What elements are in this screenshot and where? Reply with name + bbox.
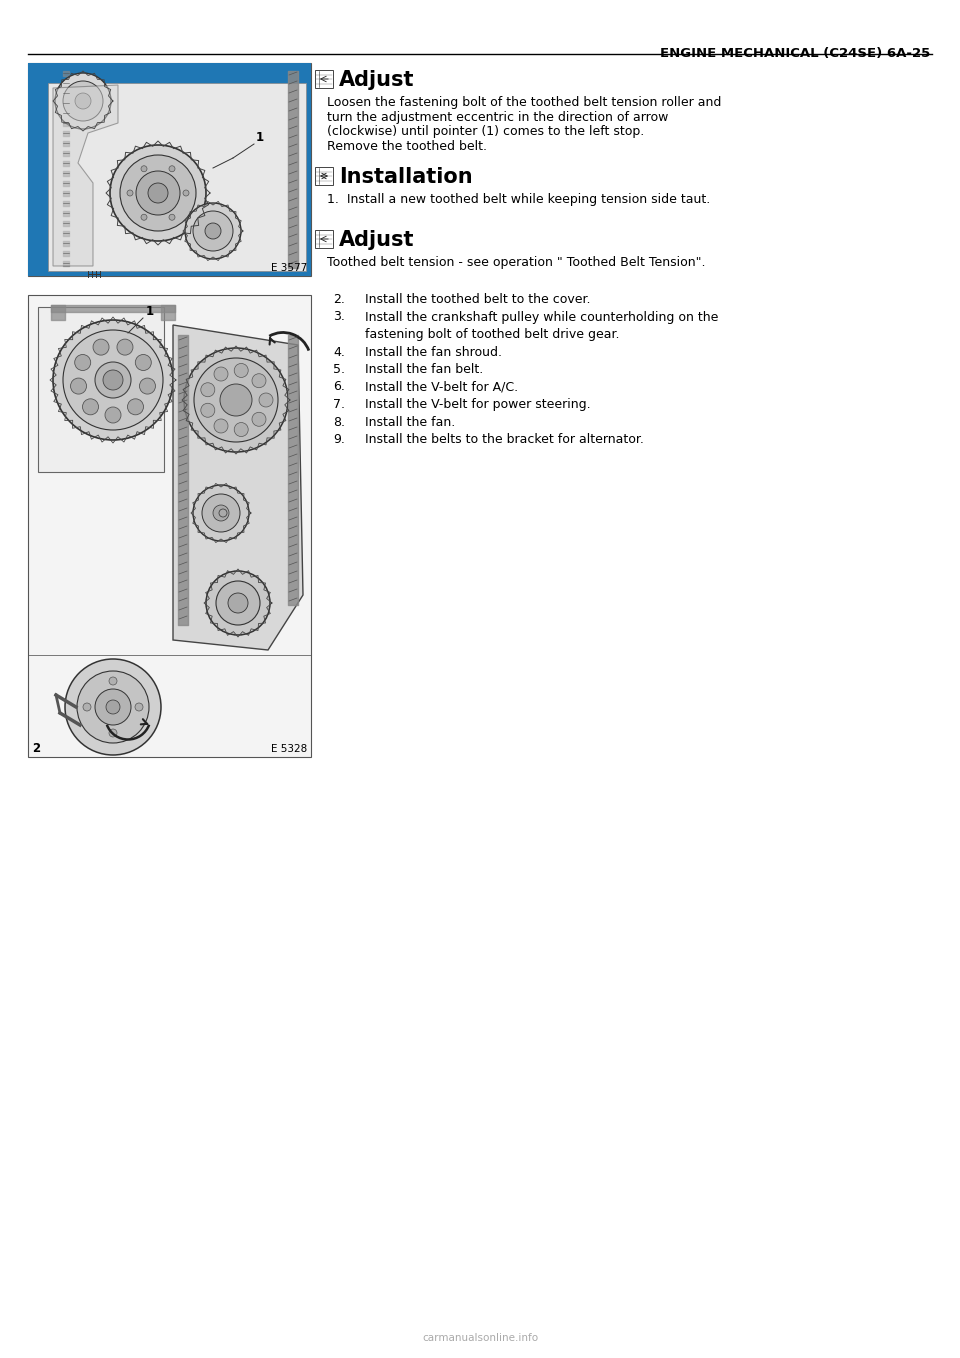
Text: Install the fan.: Install the fan. [365, 416, 455, 429]
Circle shape [193, 485, 249, 540]
Circle shape [219, 509, 227, 517]
Circle shape [214, 367, 228, 382]
Circle shape [110, 145, 206, 240]
Text: Loosen the fastening bolt of the toothed belt tension roller and: Loosen the fastening bolt of the toothed… [327, 96, 721, 109]
Text: Remove the toothed belt.: Remove the toothed belt. [327, 140, 487, 152]
Circle shape [117, 340, 133, 354]
Circle shape [70, 378, 86, 394]
Circle shape [234, 422, 249, 436]
Text: Install the fan shroud.: Install the fan shroud. [365, 345, 502, 359]
Circle shape [220, 384, 252, 416]
Bar [315, 71, 333, 88]
Text: Install the fan belt.: Install the fan belt. [365, 363, 483, 376]
Bar [28, 62, 311, 276]
Circle shape [136, 171, 180, 215]
Text: Install the V-belt for power steering.: Install the V-belt for power steering. [365, 398, 590, 411]
Circle shape [135, 703, 143, 712]
Polygon shape [48, 83, 306, 272]
Text: E 5328: E 5328 [271, 744, 307, 754]
Circle shape [53, 320, 173, 440]
Polygon shape [173, 325, 303, 650]
Circle shape [201, 383, 215, 397]
Circle shape [106, 699, 120, 714]
Text: turn the adjustment eccentric in the direction of arrow: turn the adjustment eccentric in the dir… [327, 110, 668, 124]
Text: Adjust: Adjust [339, 230, 415, 250]
Circle shape [95, 363, 131, 398]
Text: 6.: 6. [333, 380, 345, 394]
Text: 3.: 3. [333, 311, 345, 323]
Circle shape [63, 330, 163, 430]
Text: 1.  Install a new toothed belt while keeping tension side taut.: 1. Install a new toothed belt while keep… [327, 193, 710, 206]
Text: 2.: 2. [333, 293, 345, 306]
Circle shape [128, 399, 143, 414]
Circle shape [95, 689, 131, 725]
Circle shape [148, 183, 168, 202]
Text: Toothed belt tension - see operation " Toothed Belt Tension".: Toothed belt tension - see operation " T… [327, 257, 706, 269]
Text: 4.: 4. [333, 345, 345, 359]
Circle shape [141, 215, 147, 220]
Text: 7.: 7. [333, 398, 345, 411]
Circle shape [83, 703, 91, 712]
Circle shape [65, 659, 161, 755]
Circle shape [228, 593, 248, 612]
Circle shape [259, 392, 273, 407]
Circle shape [214, 420, 228, 433]
Circle shape [205, 223, 221, 239]
Text: 8.: 8. [333, 416, 345, 429]
Circle shape [213, 505, 229, 521]
Text: ENGINE MECHANICAL (C24SE) 6A-25: ENGINE MECHANICAL (C24SE) 6A-25 [660, 48, 930, 60]
Circle shape [185, 202, 241, 259]
Text: (clockwise) until pointer (1) comes to the left stop.: (clockwise) until pointer (1) comes to t… [327, 125, 644, 139]
Text: Install the belts to the bracket for alternator.: Install the belts to the bracket for alt… [365, 433, 644, 445]
Circle shape [201, 403, 215, 417]
Circle shape [202, 494, 240, 532]
Text: 9.: 9. [333, 433, 345, 445]
Circle shape [55, 73, 111, 129]
Circle shape [127, 190, 133, 196]
Circle shape [103, 369, 123, 390]
Text: Installation: Installation [339, 167, 472, 187]
Text: fastening bolt of toothed belt drive gear.: fastening bolt of toothed belt drive gea… [365, 329, 619, 341]
Circle shape [77, 671, 149, 743]
Circle shape [206, 570, 270, 636]
Bar [315, 167, 333, 185]
Circle shape [75, 92, 91, 109]
Bar [28, 295, 311, 756]
Text: 1: 1 [146, 306, 155, 318]
Circle shape [169, 166, 175, 171]
Circle shape [169, 215, 175, 220]
Bar [315, 230, 333, 249]
Text: 5.: 5. [333, 363, 345, 376]
Circle shape [63, 81, 103, 121]
Circle shape [184, 348, 288, 452]
Circle shape [194, 359, 278, 441]
Circle shape [139, 378, 156, 394]
Circle shape [234, 364, 249, 378]
Text: Install the V-belt for A/C.: Install the V-belt for A/C. [365, 380, 518, 394]
Circle shape [75, 354, 90, 371]
Circle shape [216, 581, 260, 625]
Circle shape [141, 166, 147, 171]
Text: 1: 1 [256, 130, 264, 144]
Circle shape [93, 340, 109, 354]
Text: Install the crankshaft pulley while counterholding on the: Install the crankshaft pulley while coun… [365, 311, 718, 323]
Circle shape [183, 190, 189, 196]
Circle shape [135, 354, 152, 371]
Text: Adjust: Adjust [339, 71, 415, 90]
Bar [28, 62, 311, 276]
Circle shape [252, 413, 266, 426]
Text: Install the toothed belt to the cover.: Install the toothed belt to the cover. [365, 293, 590, 306]
Circle shape [83, 399, 99, 414]
Circle shape [193, 210, 233, 251]
Polygon shape [53, 86, 118, 266]
Text: carmanualsonline.info: carmanualsonline.info [422, 1334, 538, 1343]
Circle shape [109, 678, 117, 684]
Circle shape [105, 407, 121, 422]
Circle shape [120, 155, 196, 231]
Bar [38, 307, 164, 473]
Text: E 3577: E 3577 [271, 263, 307, 273]
Circle shape [252, 373, 266, 388]
Text: 2: 2 [32, 741, 40, 755]
Circle shape [109, 729, 117, 737]
